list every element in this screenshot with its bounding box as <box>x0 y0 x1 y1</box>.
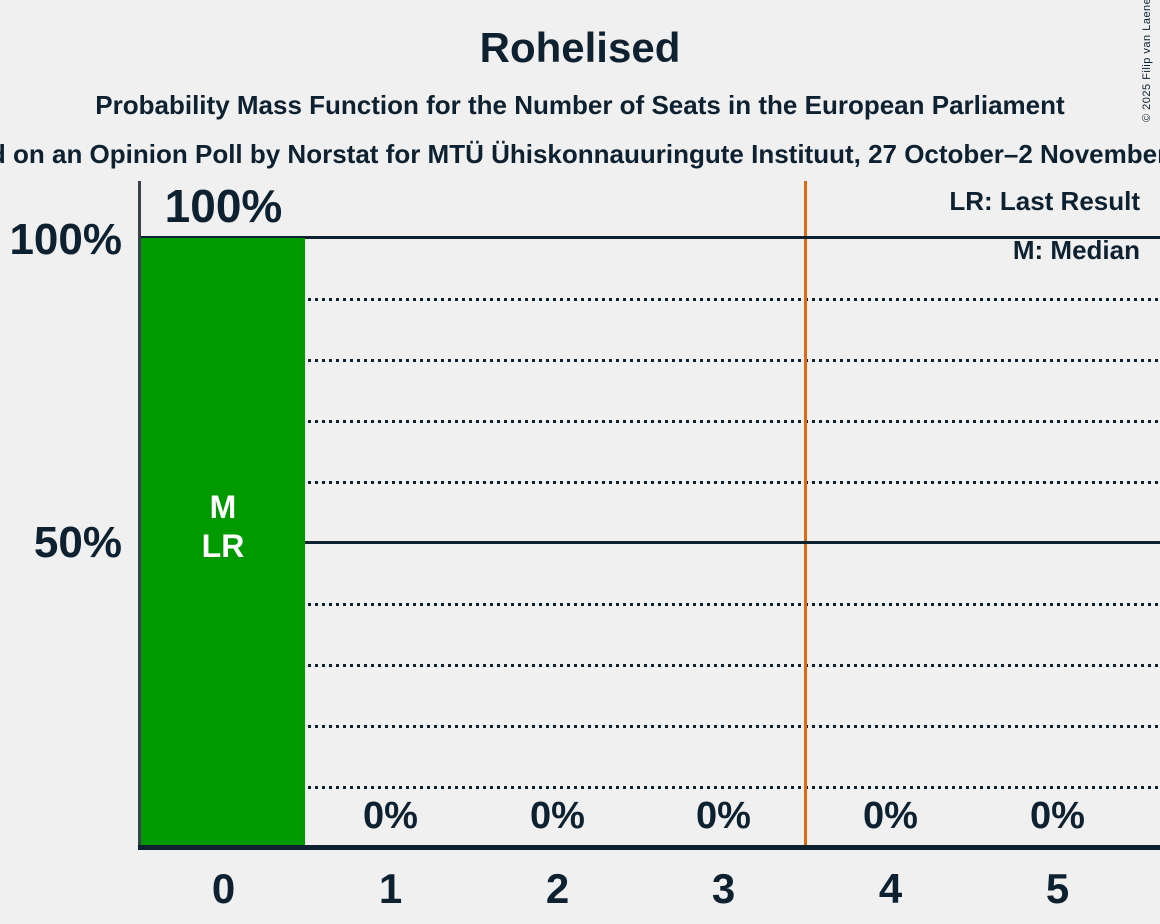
gridline-70pct <box>140 420 1160 423</box>
gridline-60pct <box>140 481 1160 484</box>
value-label-seats-2: 0% <box>530 795 585 837</box>
value-label-seats-1: 0% <box>363 795 418 837</box>
chart-subtitle: Probability Mass Function for the Number… <box>95 90 1065 120</box>
gridline-20pct <box>140 725 1160 728</box>
x-tick-5: 5 <box>1045 865 1070 912</box>
legend-median: M: Median <box>1012 235 1140 265</box>
y-axis-line <box>138 181 141 848</box>
gridline-90pct <box>140 298 1160 301</box>
value-label-seats-5: 0% <box>1030 795 1085 837</box>
median-marker: M <box>209 489 237 525</box>
value-label-seats-0: 100% <box>164 180 283 232</box>
gridline-40pct <box>140 603 1160 606</box>
last-result-marker: LR <box>201 528 245 564</box>
y-tick-100: 100% <box>9 215 122 264</box>
value-label-seats-3: 0% <box>696 795 751 837</box>
x-tick-3: 3 <box>711 865 736 912</box>
gridline-50pct <box>140 541 1160 544</box>
copyright-notice: © 2025 Filip van Laenen <box>1141 0 1153 122</box>
x-tick-0: 0 <box>211 865 236 912</box>
x-axis-line <box>138 845 1160 850</box>
legend-last-result: LR: Last Result <box>949 186 1140 216</box>
chart-source-line: Based on an Opinion Poll by Norstat for … <box>0 139 1160 169</box>
gridline-100pct <box>140 236 1160 239</box>
bar-seats-0 <box>141 238 305 848</box>
x-tick-2: 2 <box>545 865 570 912</box>
value-label-seats-4: 0% <box>863 795 918 837</box>
gridline-10pct <box>140 786 1160 789</box>
x-tick-4: 4 <box>878 865 903 912</box>
gridline-80pct <box>140 359 1160 362</box>
gridline-30pct <box>140 664 1160 667</box>
x-tick-1: 1 <box>378 865 403 912</box>
majority-threshold-line <box>804 181 807 846</box>
page-title: Rohelised <box>479 24 681 71</box>
y-tick-50: 50% <box>33 518 122 567</box>
